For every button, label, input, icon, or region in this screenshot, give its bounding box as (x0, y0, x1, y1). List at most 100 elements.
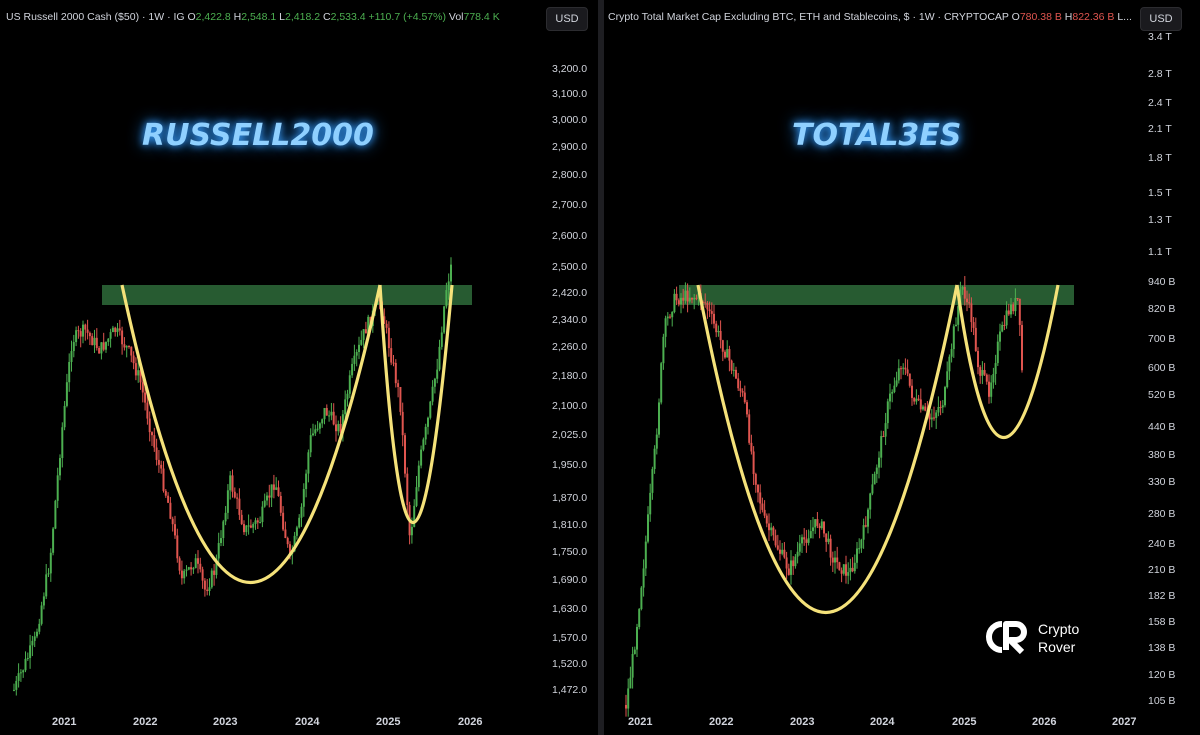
candle-body (75, 330, 78, 343)
candle-body (40, 605, 43, 624)
candle-body (406, 473, 409, 506)
candle-body (91, 336, 94, 346)
chart-header: Crypto Total Market Cap Excluding BTC, E… (608, 11, 1132, 23)
candle-body (858, 548, 861, 550)
candle-body (390, 348, 393, 363)
y-tick-label: 820 B (1148, 303, 1176, 315)
candle-body (675, 293, 678, 301)
candle-body (422, 439, 425, 450)
candle-body (279, 496, 282, 513)
candle-body (937, 407, 940, 413)
y-tick-label: 1.8 T (1148, 152, 1172, 164)
candle-body (341, 414, 344, 433)
candle-body (684, 290, 687, 301)
total3es-plot[interactable] (604, 0, 1200, 735)
candle-body (270, 484, 273, 498)
candle-body (1016, 298, 1019, 300)
candle-body (56, 475, 59, 501)
candle-body (19, 672, 22, 674)
candle-body (739, 388, 742, 392)
y-tick-label: 3,100.0 (552, 88, 588, 100)
candle-body (362, 329, 365, 340)
candle-body (719, 330, 722, 341)
total3es-chart-panel[interactable]: Crypto Total Market Cap Excluding BTC, E… (604, 0, 1200, 735)
handle-curve (955, 284, 1060, 440)
candle-body (880, 436, 883, 458)
resistance-zone (102, 285, 472, 305)
candle-body (31, 640, 34, 646)
candle-body (332, 411, 335, 425)
y-tick-label: 700 B (1148, 333, 1176, 345)
y-tick-label: 1,750.0 (552, 546, 588, 558)
candle-body (860, 539, 863, 549)
candle-body (174, 524, 176, 536)
candle-body (774, 535, 777, 546)
candle-body (757, 484, 759, 493)
candle-body (116, 328, 119, 333)
candle-body (316, 428, 319, 430)
candle-body (869, 493, 872, 510)
candle-body (695, 297, 698, 299)
candle-body (137, 370, 140, 376)
candle-body (708, 309, 711, 312)
candle-body (1007, 310, 1010, 315)
russell-chart-panel[interactable]: US Russell 2000 Cash ($50) · 1W · IG O2,… (0, 0, 598, 735)
chart-header: US Russell 2000 Cash ($50) · 1W · IG O2,… (6, 11, 500, 23)
candle-body (765, 515, 768, 524)
low-label: L (276, 11, 286, 23)
x-tick-label: 2025 (952, 716, 977, 728)
candle-body (213, 570, 216, 575)
candle-body (776, 545, 779, 550)
candle-body (321, 419, 324, 424)
panel-divider[interactable] (598, 0, 604, 735)
candle-body (153, 435, 156, 448)
candle-body (710, 311, 713, 314)
candle-body (713, 313, 715, 324)
candle-body (240, 514, 243, 525)
candle-body (999, 331, 1001, 342)
high-value: 822.36 B (1072, 11, 1115, 23)
close-label: C (320, 11, 331, 23)
candle-body (688, 297, 691, 302)
candle-body (908, 373, 911, 386)
candle-body (902, 367, 905, 369)
candle-body (664, 318, 667, 337)
candle-body (814, 519, 817, 528)
candle-body (779, 549, 781, 554)
candle-body (924, 406, 927, 411)
candle-body (840, 570, 843, 574)
y-tick-label: 2,800.0 (552, 169, 588, 181)
candle-body (845, 564, 847, 576)
candle-body (834, 557, 836, 563)
candle-body (217, 543, 220, 559)
candle-body (721, 340, 724, 352)
candle-body (946, 371, 949, 388)
candle-body (853, 562, 856, 572)
candle-body (95, 337, 98, 348)
candle-body (849, 567, 852, 573)
russell-plot[interactable] (0, 0, 598, 735)
candle-body (29, 645, 32, 658)
currency-button[interactable]: USD (546, 7, 588, 31)
candle-body (185, 569, 188, 571)
y-tick-label: 600 B (1148, 362, 1176, 374)
candle-body (970, 303, 973, 323)
candle-body (162, 468, 165, 491)
y-tick-label: 2,900.0 (552, 141, 588, 153)
y-tick-label: 158 B (1148, 616, 1176, 628)
handle-curve (378, 284, 454, 525)
candle-body (355, 352, 358, 356)
candle-body (399, 386, 402, 412)
candle-body (1001, 324, 1004, 332)
candle-body (17, 673, 20, 681)
y-tick-label: 2.1 T (1148, 123, 1172, 135)
candle-body (440, 332, 443, 347)
currency-button[interactable]: USD (1140, 7, 1182, 31)
candle-body (979, 367, 982, 376)
candle-body (743, 392, 746, 403)
candle-body (256, 520, 259, 523)
candle-body (413, 505, 416, 527)
candle-body (820, 521, 823, 529)
candle-body (346, 393, 349, 400)
candle-body (190, 567, 193, 570)
